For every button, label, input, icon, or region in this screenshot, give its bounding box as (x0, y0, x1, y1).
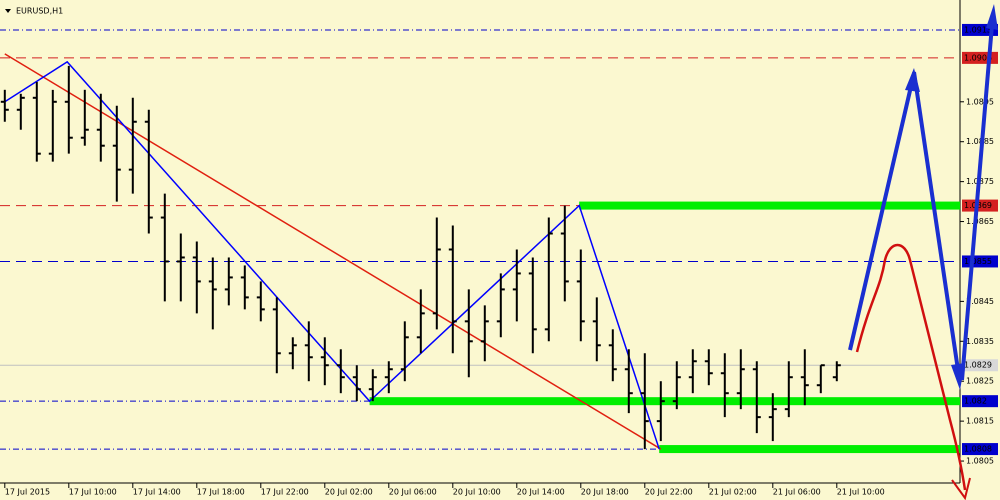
price-label: 1.0855 (964, 257, 992, 266)
price-label: 1.0913 (964, 25, 992, 34)
price-label-box (962, 395, 998, 408)
x-tick-label: 20 Jul 10:00 (453, 488, 501, 497)
trendline (4, 60, 660, 450)
menu-icon (5, 9, 11, 13)
y-tick-label: 1.0825 (966, 377, 994, 386)
chart-title: EURUSD,H1 (16, 7, 63, 16)
x-tick-label: 20 Jul 22:00 (645, 488, 693, 497)
y-tick-label: 1.0895 (966, 97, 994, 106)
forecast-arrow (912, 71, 960, 371)
zone (369, 397, 961, 406)
x-tick-label: 20 Jul 18:00 (581, 488, 629, 497)
y-tick-label: 1.0815 (966, 417, 994, 426)
y-tick-label: 1.0805 (966, 457, 994, 466)
price-label: 1.0829 (964, 361, 992, 370)
x-tick-label: 21 Jul 02:00 (709, 488, 757, 497)
y-tick-label: 1.0885 (966, 137, 994, 146)
x-tick-label: 17 Jul 10:00 (69, 488, 117, 497)
arrow-head (951, 477, 971, 500)
forecast-curve (855, 243, 967, 491)
x-tick-label: 17 Jul 18:00 (197, 488, 245, 497)
x-tick-label: 20 Jul 02:00 (325, 488, 373, 497)
price-label: 1.0906 (964, 53, 992, 62)
zone (579, 201, 960, 210)
price-label: 1.0808 (964, 445, 992, 454)
x-tick-label: 17 Jul 14:00 (133, 488, 181, 497)
title-box: EURUSD,H1 (5, 7, 63, 16)
forecast-arrow (848, 81, 914, 351)
arrow-head (986, 4, 998, 30)
x-tick-label: 17 Jul 22:00 (261, 488, 309, 497)
y-tick-label: 1.0835 (966, 337, 994, 346)
price-label-box (962, 359, 998, 372)
price-label-box (962, 199, 998, 212)
x-tick-label: 21 Jul 06:00 (773, 488, 821, 497)
y-tick-label: 1.0865 (966, 217, 994, 226)
x-tick-label: 20 Jul 06:00 (389, 488, 437, 497)
x-tick-label: 17 Jul 2015 (5, 488, 50, 497)
zone (659, 445, 960, 454)
x-tick-label: 21 Jul 10:00 (837, 488, 885, 497)
forecast-arrow (960, 24, 994, 381)
price-label-box (962, 443, 998, 456)
y-tick-label: 1.0845 (966, 297, 994, 306)
x-tick-label: 20 Jul 14:00 (517, 488, 565, 497)
trendline (4, 53, 662, 450)
price-label: 1.082 (964, 397, 987, 406)
forecast-drawings (848, 4, 998, 500)
